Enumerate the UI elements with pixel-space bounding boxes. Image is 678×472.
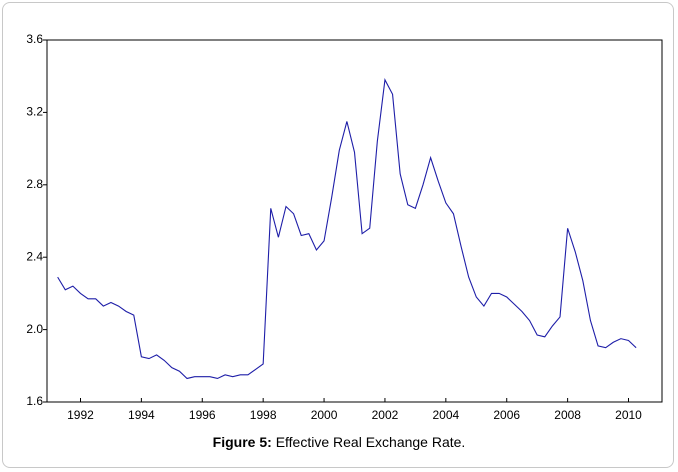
plot-frame [46,39,663,403]
x-tick-label: 1992 [67,408,94,422]
caption: Figure 5: Effective Real Exchange Rate. [213,434,466,450]
x-tick-label: 2010 [615,408,642,422]
x-tick-label: 2008 [554,408,581,422]
y-tick-label: 2.8 [26,177,43,191]
y-tick-label: 2.4 [26,249,43,263]
x-tick-label: 1996 [189,408,216,422]
y-tick-label: 3.2 [26,105,43,119]
x-tick-label: 2004 [432,408,459,422]
data-line [57,78,637,380]
chart-title: Effective Real Exchange Rate. [276,434,466,450]
x-tick-label: 1998 [250,408,277,422]
y-tick-label: 3.6 [26,32,43,46]
figure-frame [2,2,674,468]
y-tick-label: 1.6 [26,394,43,408]
caption-label: Figure 5: [213,434,272,450]
y-tick-label: 2.0 [26,322,43,336]
x-tick-label: 2002 [372,408,399,422]
x-tick-label: 1994 [128,408,155,422]
x-tick-label: 2006 [493,408,520,422]
x-tick-label: 2000 [311,408,338,422]
